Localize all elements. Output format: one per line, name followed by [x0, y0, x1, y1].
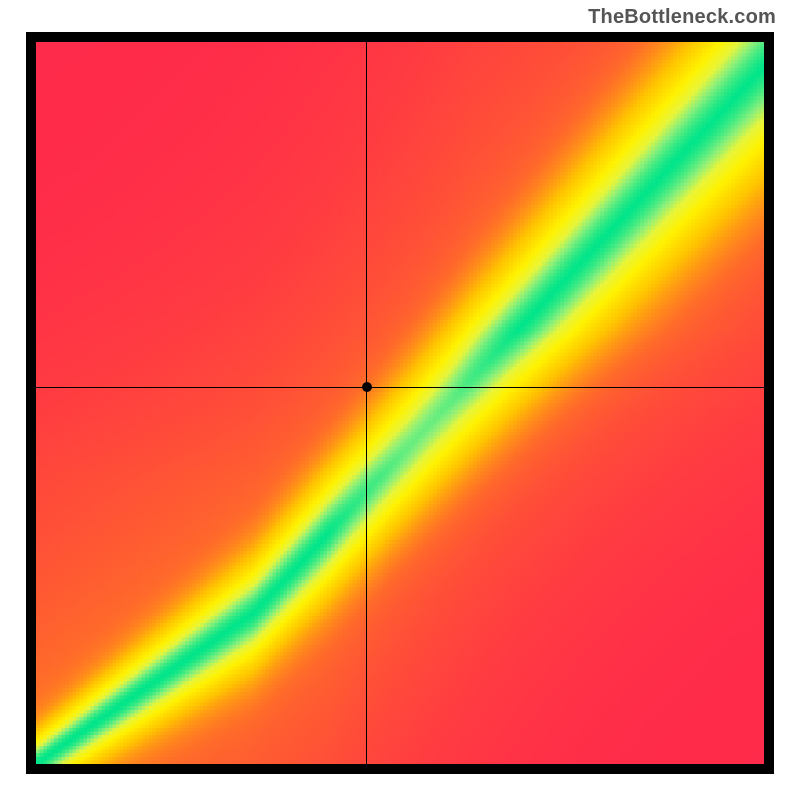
plot-border-right [764, 32, 774, 774]
crosshair-vertical [366, 42, 367, 764]
watermark-text: TheBottleneck.com [588, 6, 776, 29]
plot-border-left [26, 32, 36, 774]
heatmap-canvas [36, 42, 764, 764]
crosshair-horizontal [36, 387, 764, 388]
plot-border-top [26, 32, 774, 42]
crosshair-dot [362, 382, 372, 392]
plot-border-bottom [26, 764, 774, 774]
